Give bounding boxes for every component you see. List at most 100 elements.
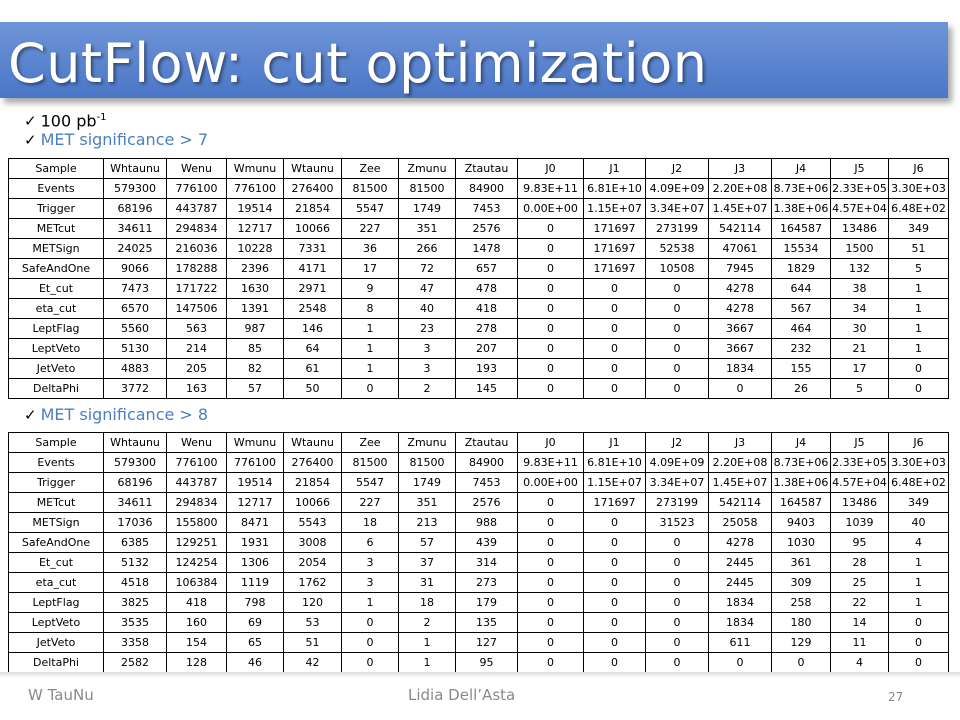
- table-cell: 164587: [771, 492, 831, 513]
- table-cell: 171722: [166, 278, 227, 299]
- row-label: eta_cut: [8, 298, 104, 319]
- table-cell: 6385: [103, 532, 167, 553]
- table-cell: 205: [166, 358, 227, 379]
- column-header: J0: [517, 432, 584, 453]
- table-cell: 65: [226, 632, 284, 653]
- row-label: DeltaPhi: [8, 378, 104, 399]
- table-row: LeptFlag 5560 563 987 146 1 23 278 0 0 0 3667 464 30 1: [8, 318, 949, 339]
- table-cell: 0: [517, 278, 584, 299]
- column-header: Sample: [8, 158, 104, 179]
- row-label: JetVeto: [8, 632, 104, 653]
- table-cell: 2.20E+08: [708, 452, 772, 473]
- table-cell: 361: [771, 552, 831, 573]
- table-cell: 0: [645, 378, 709, 399]
- table-cell: 0: [517, 378, 584, 399]
- table-cell: 31523: [645, 512, 709, 533]
- table-cell: 0: [583, 532, 646, 553]
- table-cell: 1.45E+07: [708, 198, 772, 219]
- table-cell: 273199: [645, 218, 709, 239]
- table-cell: 11: [830, 632, 889, 653]
- table-cell: 84900: [455, 178, 518, 199]
- table-cell: 1.15E+07: [583, 472, 646, 493]
- table-cell: 42: [283, 652, 342, 673]
- footer-author: Lidia Dell’Asta: [408, 686, 516, 704]
- column-header: Wenu: [166, 432, 227, 453]
- table-cell: 31: [398, 572, 456, 593]
- table-cell: 1: [888, 338, 949, 359]
- table-cell: 25058: [708, 512, 772, 533]
- table-header-row: Sample Whtaunu Wenu Wmunu Wtaunu Zee Zmunu Ztau…: [8, 432, 949, 453]
- table-cell: 443787: [166, 472, 227, 493]
- table-cell: 0: [771, 652, 831, 673]
- table-cell: 309: [771, 572, 831, 593]
- table-cell: 0: [888, 632, 949, 653]
- table-cell: 0: [517, 592, 584, 613]
- table-cell: 129251: [166, 532, 227, 553]
- table-cell: 6.81E+10: [583, 452, 646, 473]
- column-header: J6: [888, 158, 949, 179]
- table-cell: 3825: [103, 592, 167, 613]
- table-cell: 1: [888, 552, 949, 573]
- table-cell: 0: [583, 552, 646, 573]
- table-cell: 1: [888, 572, 949, 593]
- table-cell: 8.73E+06: [771, 452, 831, 473]
- table-row: SafeAndOne 6385 129251 1931 3008 6 57 439 0 0 0 427…: [8, 532, 949, 553]
- table-cell: 25: [830, 572, 889, 593]
- table-cell: 1478: [455, 238, 518, 259]
- table-cell: 216036: [166, 238, 227, 259]
- table-row: JetVeto 4883 205 82 61 1 3 193 0 0 0 1834 155 17 0: [8, 358, 949, 379]
- table-cell: 145: [455, 378, 518, 399]
- table-cell: 418: [455, 298, 518, 319]
- table-cell: 164587: [771, 218, 831, 239]
- table-cell: 3358: [103, 632, 167, 653]
- table-header-row: Sample Whtaunu Wenu Wmunu Wtaunu Zee Zmunu Ztau…: [8, 158, 949, 179]
- table-cell: 6.48E+02: [888, 472, 949, 493]
- column-header: Whtaunu: [103, 432, 167, 453]
- column-header: Ztautau: [455, 432, 518, 453]
- table-row: Et_cut 5132 124254 1306 2054 3 37 314 0 0 0 2445 361…: [8, 552, 949, 573]
- table-cell: 9066: [103, 258, 167, 279]
- table-row: Events 579300 776100 776100 276400 81500 81500…: [8, 452, 949, 473]
- row-label: METSign: [8, 512, 104, 533]
- table-cell: 135: [455, 612, 518, 633]
- table-cell: 798: [226, 592, 284, 613]
- table-cell: 81500: [341, 178, 399, 199]
- check-icon: ✓: [24, 112, 37, 131]
- table-cell: 4518: [103, 572, 167, 593]
- table-cell: 0: [583, 512, 646, 533]
- table-cell: 0: [645, 532, 709, 553]
- table-cell: 0: [583, 572, 646, 593]
- table-cell: 5: [830, 378, 889, 399]
- table-cell: 0: [645, 552, 709, 573]
- table-cell: 4.57E+04: [830, 472, 889, 493]
- table-cell: 1039: [830, 512, 889, 533]
- table-cell: 0: [517, 512, 584, 533]
- table-row: eta_cut 4518 106384 1119 1762 3 31 273 0 0 0 2445 30…: [8, 572, 949, 593]
- table-cell: 0: [583, 612, 646, 633]
- row-label: Trigger: [8, 472, 104, 493]
- table-cell: 0: [888, 358, 949, 379]
- column-header: J4: [771, 432, 831, 453]
- table-cell: 30: [830, 318, 889, 339]
- table-cell: 179: [455, 592, 518, 613]
- table-cell: 1306: [226, 552, 284, 573]
- table-cell: 0: [645, 572, 709, 593]
- footer-topic: W TauNu: [28, 686, 94, 704]
- table-cell: 34611: [103, 218, 167, 239]
- table-cell: 1: [888, 298, 949, 319]
- table-cell: 1.38E+06: [771, 472, 831, 493]
- table-cell: 132: [830, 258, 889, 279]
- table-cell: 776100: [226, 452, 284, 473]
- table-cell: 68196: [103, 198, 167, 219]
- table-cell: 10066: [283, 218, 342, 239]
- table-cell: 129: [771, 632, 831, 653]
- table-cell: 2396: [226, 258, 284, 279]
- table-cell: 7453: [455, 198, 518, 219]
- table-cell: 0: [517, 338, 584, 359]
- column-header: J4: [771, 158, 831, 179]
- table-cell: 127: [455, 632, 518, 653]
- footer-divider: [0, 672, 960, 678]
- table-cell: 2054: [283, 552, 342, 573]
- table-cell: 1030: [771, 532, 831, 553]
- table-cell: 10228: [226, 238, 284, 259]
